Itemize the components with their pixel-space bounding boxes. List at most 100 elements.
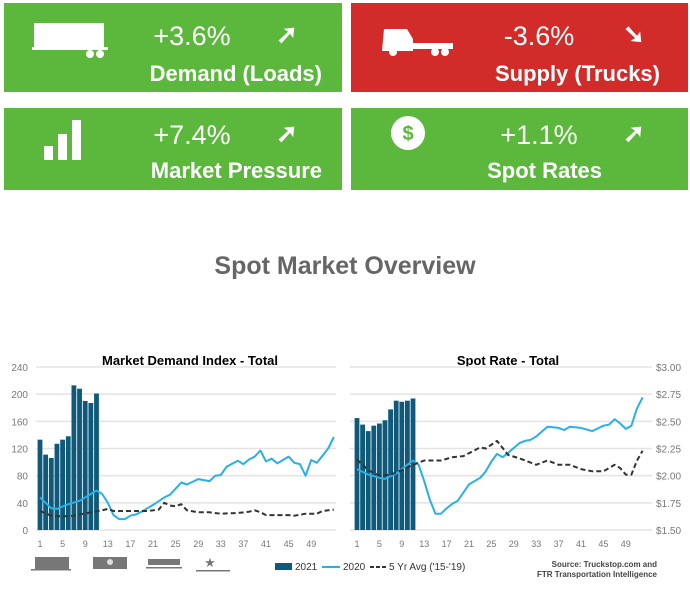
trend-down-icon: ➘ (623, 19, 645, 49)
dollar-icon: $ (391, 116, 425, 150)
bar-2021 (37, 439, 43, 530)
legend-swatch-2021 (275, 563, 292, 570)
kpi-value: +3.6% (153, 21, 231, 51)
line-5yr-avg (39, 501, 334, 518)
legend: 2021 2020 5 Yr Avg ('15-'19) (275, 562, 465, 573)
kpi-demand: +3.6% Demand (Loads) ➚ (4, 3, 342, 92)
kpi-supply: -3.6% Supply (Trucks) ➘ (351, 3, 688, 92)
bar-2021 (393, 400, 399, 530)
bar-2021 (48, 458, 54, 530)
trend-up-icon: ➚ (623, 118, 645, 148)
kpi-label: Market Pressure (150, 158, 322, 183)
x-tick-label: 45 (598, 539, 608, 549)
bar-2021 (388, 409, 393, 530)
kpi-label: Supply (Trucks) (494, 61, 660, 86)
kpi-label: Demand (Loads) (149, 61, 322, 86)
x-tick-label: 25 (171, 539, 181, 549)
chart-title-demand: Market Demand Index - Total (102, 353, 278, 368)
x-tick-label: 21 (464, 539, 474, 549)
bar-2021 (82, 400, 88, 530)
trailer-icon (32, 23, 108, 58)
svg-text:$: $ (402, 123, 413, 145)
x-tick-label: 1 (37, 539, 42, 549)
y-tick-label: $2.00 (656, 472, 681, 483)
y-tick-label: $2.75 (656, 390, 681, 401)
bar-2021 (65, 436, 71, 530)
y-tick-label: $2.25 (656, 445, 681, 456)
y-tick-label: $1.50 (656, 526, 681, 537)
x-tick-label: 25 (486, 539, 496, 549)
trend-up-icon: ➚ (276, 118, 298, 148)
bar-2021 (365, 431, 371, 530)
specialized-icon: ★ (196, 555, 230, 572)
bar-2021 (377, 423, 382, 530)
y-tick-label: $3.00 (656, 363, 681, 374)
kpi-label: Spot Rates (487, 158, 602, 183)
bar-signal-icon (44, 120, 81, 160)
bar-2021 (71, 385, 77, 530)
x-tick-label: 9 (83, 539, 88, 549)
page-title: Spot Market Overview (214, 252, 476, 280)
legend-2021: 2021 (295, 562, 318, 573)
x-tick-label: 33 (216, 539, 226, 549)
bar-2021 (54, 443, 60, 530)
x-tick-label: 45 (284, 539, 294, 549)
x-tick-label: 41 (261, 539, 271, 549)
line-2020 (39, 436, 335, 521)
kpi-spot-rates: $ +1.1% Spot Rates ➚ (351, 108, 688, 190)
chart-title-spot: Spot Rate - Total (457, 353, 559, 368)
y-tick-label: 240 (11, 363, 28, 374)
svg-text:★: ★ (204, 555, 216, 570)
x-tick-label: 5 (60, 539, 65, 549)
trailer-icon (31, 557, 71, 571)
x-tick-label: 49 (621, 539, 631, 549)
flatbed-icon (146, 559, 182, 569)
legend-avg: 5 Yr Avg ('15-'19) (389, 562, 465, 573)
y-tick-label: 0 (22, 526, 28, 537)
y-tick-label: 120 (11, 445, 28, 456)
line-5yr-avg (356, 439, 644, 477)
bar-2021 (360, 424, 365, 530)
reefer-icon (93, 557, 127, 569)
trend-up-icon: ➚ (276, 19, 298, 49)
bar-2021 (410, 398, 416, 530)
bar-2021 (77, 388, 82, 530)
bar-2021 (88, 402, 94, 530)
y-tick-label: 40 (17, 499, 29, 510)
x-tick-label: 29 (509, 539, 519, 549)
x-tick-label: 17 (442, 539, 452, 549)
kpi-value: +7.4% (153, 120, 231, 150)
y-tick-label: $1.75 (656, 499, 681, 510)
vehicle-icons: ★ (31, 555, 230, 572)
legend-2020: 2020 (343, 562, 366, 573)
y-tick-label: 80 (17, 472, 29, 483)
x-tick-label: 41 (576, 539, 586, 549)
bar-2021 (60, 439, 65, 530)
line-2020 (356, 396, 644, 515)
x-tick-label: 37 (238, 539, 248, 549)
y-tick-label: $2.50 (656, 417, 681, 428)
truck-icon (382, 29, 453, 56)
x-tick-label: 13 (103, 539, 113, 549)
kpi-market-pressure: +7.4% Market Pressure ➚ (4, 108, 342, 190)
source-line-1: Source: Truckstop.com and (552, 560, 657, 569)
x-tick-label: 33 (531, 539, 541, 549)
x-tick-label: 13 (419, 539, 429, 549)
x-tick-label: 17 (125, 539, 135, 549)
x-tick-label: 5 (377, 539, 382, 549)
x-tick-label: 49 (306, 539, 316, 549)
x-tick-label: 9 (399, 539, 404, 549)
bar-2021 (354, 418, 360, 530)
bar-2021 (371, 425, 377, 530)
source-line-2: FTR Transportation Intelligence (537, 570, 658, 579)
bar-2021 (399, 401, 405, 530)
x-tick-label: 37 (554, 539, 564, 549)
bar-2021 (43, 454, 49, 530)
kpi-value: -3.6% (503, 21, 575, 51)
y-tick-label: 200 (11, 390, 28, 401)
x-tick-label: 29 (193, 539, 203, 549)
y-tick-label: 160 (11, 417, 28, 428)
kpi-value: +1.1% (500, 120, 578, 150)
x-tick-label: 1 (354, 539, 359, 549)
